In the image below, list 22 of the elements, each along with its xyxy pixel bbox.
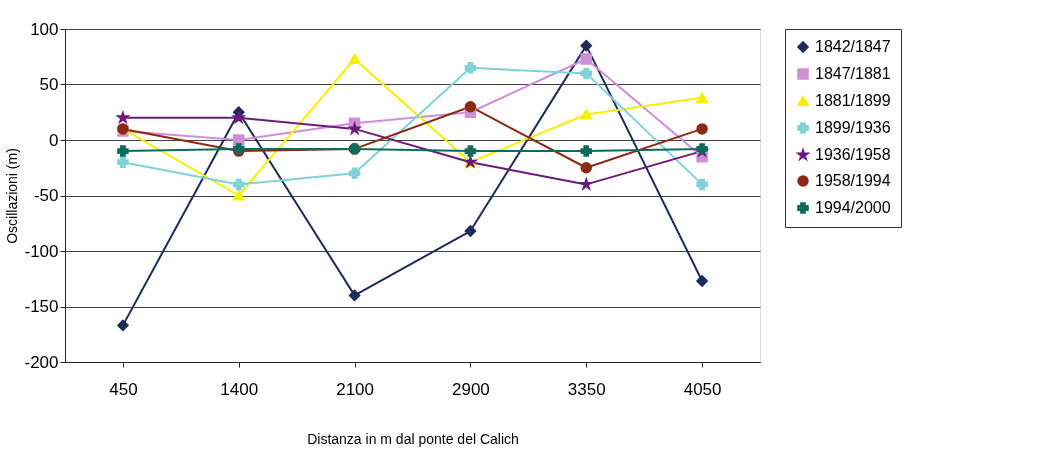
y-tick-label: -200: [24, 352, 59, 372]
y-tick-label: 50: [39, 75, 59, 94]
y-tick-label: 100: [30, 19, 59, 39]
x-tick-label: 4050: [683, 379, 722, 399]
y-tick-label: 0: [49, 130, 59, 150]
legend-label: 1881/1899: [815, 92, 891, 109]
legend-label: 1936/1958: [815, 146, 891, 163]
legend-label: 1899/1936: [815, 119, 891, 136]
legend-label: 1847/1881: [815, 65, 891, 82]
y-tick-label: -50: [33, 186, 59, 205]
x-tick-label: 450: [109, 379, 138, 399]
x-tick-label: 2900: [452, 379, 490, 399]
x-axis-title: Distanza in m dal ponte del Calich: [307, 430, 519, 447]
legend-label: 1842/1847: [815, 38, 891, 55]
y-tick-label: -150: [24, 297, 59, 316]
legend-label: 1994/2000: [815, 199, 891, 216]
legend-label: 1958/1994: [815, 172, 891, 189]
x-tick-label: 2100: [336, 379, 374, 399]
x-tick-label: 1400: [220, 379, 259, 399]
x-tick-label: 3350: [567, 379, 606, 399]
y-axis-title: Oscillazioni (m): [4, 148, 21, 244]
y-tick-label: -100: [24, 241, 59, 261]
